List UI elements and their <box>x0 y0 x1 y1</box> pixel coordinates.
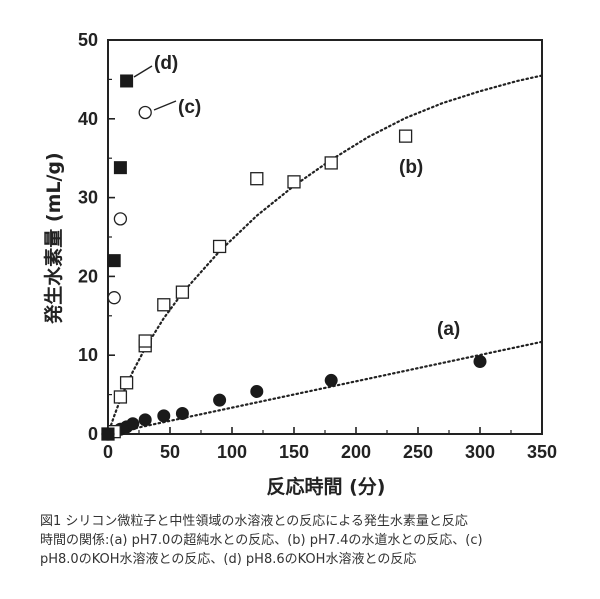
data-point-a <box>138 413 152 427</box>
data-point-a <box>250 384 264 398</box>
data-point-a <box>126 417 140 431</box>
x-tick-label: 350 <box>527 442 557 462</box>
data-point-b <box>212 239 227 254</box>
data-point-c <box>138 105 152 120</box>
data-point-b <box>175 285 190 299</box>
data-point-d <box>101 427 115 441</box>
data-point-a <box>324 373 338 387</box>
series-label-a: (a) <box>437 319 460 340</box>
trend-line-b <box>106 74 544 436</box>
series-label-b: (b) <box>399 157 423 178</box>
caption-line-2: 時間の関係:(a) pH7.0の超純水との反応、(b) pH7.4の水道水との反… <box>40 533 483 548</box>
series-label-d-leader <box>133 65 153 78</box>
hydrogen-generation-chart: 0 50 100 150 200 250 300 350 0 10 20 30 40 50 反応時間 (分… <box>42 30 557 498</box>
y-tick-label: 30 <box>78 188 98 208</box>
y-tick-label: 40 <box>78 109 98 129</box>
data-point-b <box>138 334 152 348</box>
data-point-b <box>398 129 413 143</box>
data-point-d <box>113 161 127 175</box>
x-tick-label: 0 <box>103 442 113 462</box>
y-tick-label: 20 <box>78 266 98 286</box>
plot-frame <box>107 39 543 435</box>
series-label-c-leader <box>153 100 177 111</box>
data-point-b <box>157 298 171 312</box>
x-tick-label: 300 <box>465 442 495 462</box>
data-markers <box>101 74 487 441</box>
axis-ticks <box>107 39 543 435</box>
data-point-a <box>213 393 227 407</box>
data-point-b <box>324 156 338 170</box>
y-tick-label: 0 <box>88 424 98 444</box>
data-point-b <box>113 390 128 404</box>
y-axis-title: 発生水素量 (mL/g) <box>42 152 65 324</box>
data-point-b <box>287 175 301 189</box>
data-point-b <box>119 376 134 390</box>
plot-area-border <box>107 39 543 435</box>
axis-tick-labels: 0 50 100 150 200 250 300 350 0 10 20 30 40 50 <box>78 30 557 462</box>
x-tick-label: 200 <box>341 442 371 462</box>
y-tick-label: 50 <box>78 30 98 50</box>
data-point-a <box>157 409 171 423</box>
data-point-a <box>175 407 189 421</box>
series-label-d: (d) <box>154 53 178 74</box>
series-labels: (d) (c) (b) (a) <box>133 53 460 340</box>
figure-caption: 図1 シリコン微粒子と中性領域の水溶液との反応による発生水素量と反応 時間の関係… <box>40 512 580 569</box>
x-tick-label: 250 <box>403 442 433 462</box>
data-point-d <box>107 254 121 268</box>
data-point-c <box>113 212 128 226</box>
data-point-b <box>250 172 264 186</box>
x-tick-label: 150 <box>279 442 309 462</box>
trend-line-a <box>106 340 544 436</box>
series-label-c: (c) <box>178 97 201 118</box>
data-point-c <box>107 291 121 305</box>
caption-line-1: 図1 シリコン微粒子と中性領域の水溶液との反応による発生水素量と反応 <box>40 514 468 529</box>
x-tick-label: 100 <box>217 442 247 462</box>
x-axis-title: 反応時間 (分) <box>267 475 386 498</box>
caption-line-3: pH8.0のKOH水溶液との反応、(d) pH8.6のKOH水溶液との反応 <box>40 552 417 567</box>
trend-lines <box>106 74 544 436</box>
y-tick-label: 10 <box>78 345 98 365</box>
x-tick-label: 50 <box>160 442 180 462</box>
data-point-d <box>120 74 134 88</box>
data-point-a <box>473 355 487 369</box>
